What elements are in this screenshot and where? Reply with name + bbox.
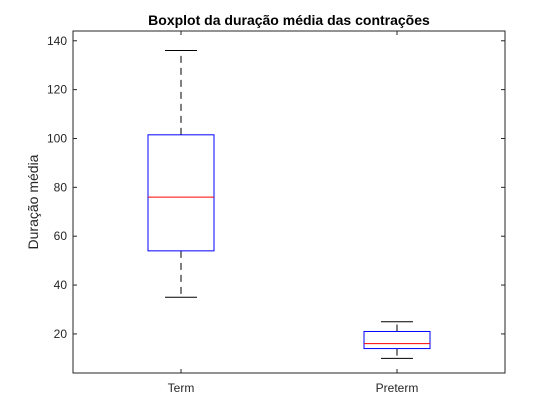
- x-tick-label-preterm: Preterm: [376, 381, 419, 395]
- y-tick-label: 60: [54, 229, 68, 243]
- chart-title: Boxplot da duração média das contrações: [148, 12, 430, 28]
- y-tick-label: 40: [54, 278, 68, 292]
- y-tick-label: 140: [47, 34, 67, 48]
- y-tick-label: 20: [54, 327, 68, 341]
- x-axis: Term Preterm: [168, 31, 419, 395]
- x-tick-label-term: Term: [168, 381, 195, 395]
- boxes-group: [147, 50, 431, 359]
- box-term: [147, 50, 215, 298]
- iqr-box-preterm: [363, 330, 431, 350]
- plot-area-frame: [72, 30, 506, 374]
- y-axis-label: Duração média: [25, 154, 41, 249]
- y-tick-label: 120: [47, 83, 67, 97]
- y-tick-label: 80: [54, 180, 68, 194]
- iqr-box-term: [147, 134, 215, 252]
- y-tick-label: 100: [47, 131, 67, 145]
- box-preterm: [363, 321, 431, 359]
- y-axis: 20 40 60 80 100 120 140: [47, 34, 505, 341]
